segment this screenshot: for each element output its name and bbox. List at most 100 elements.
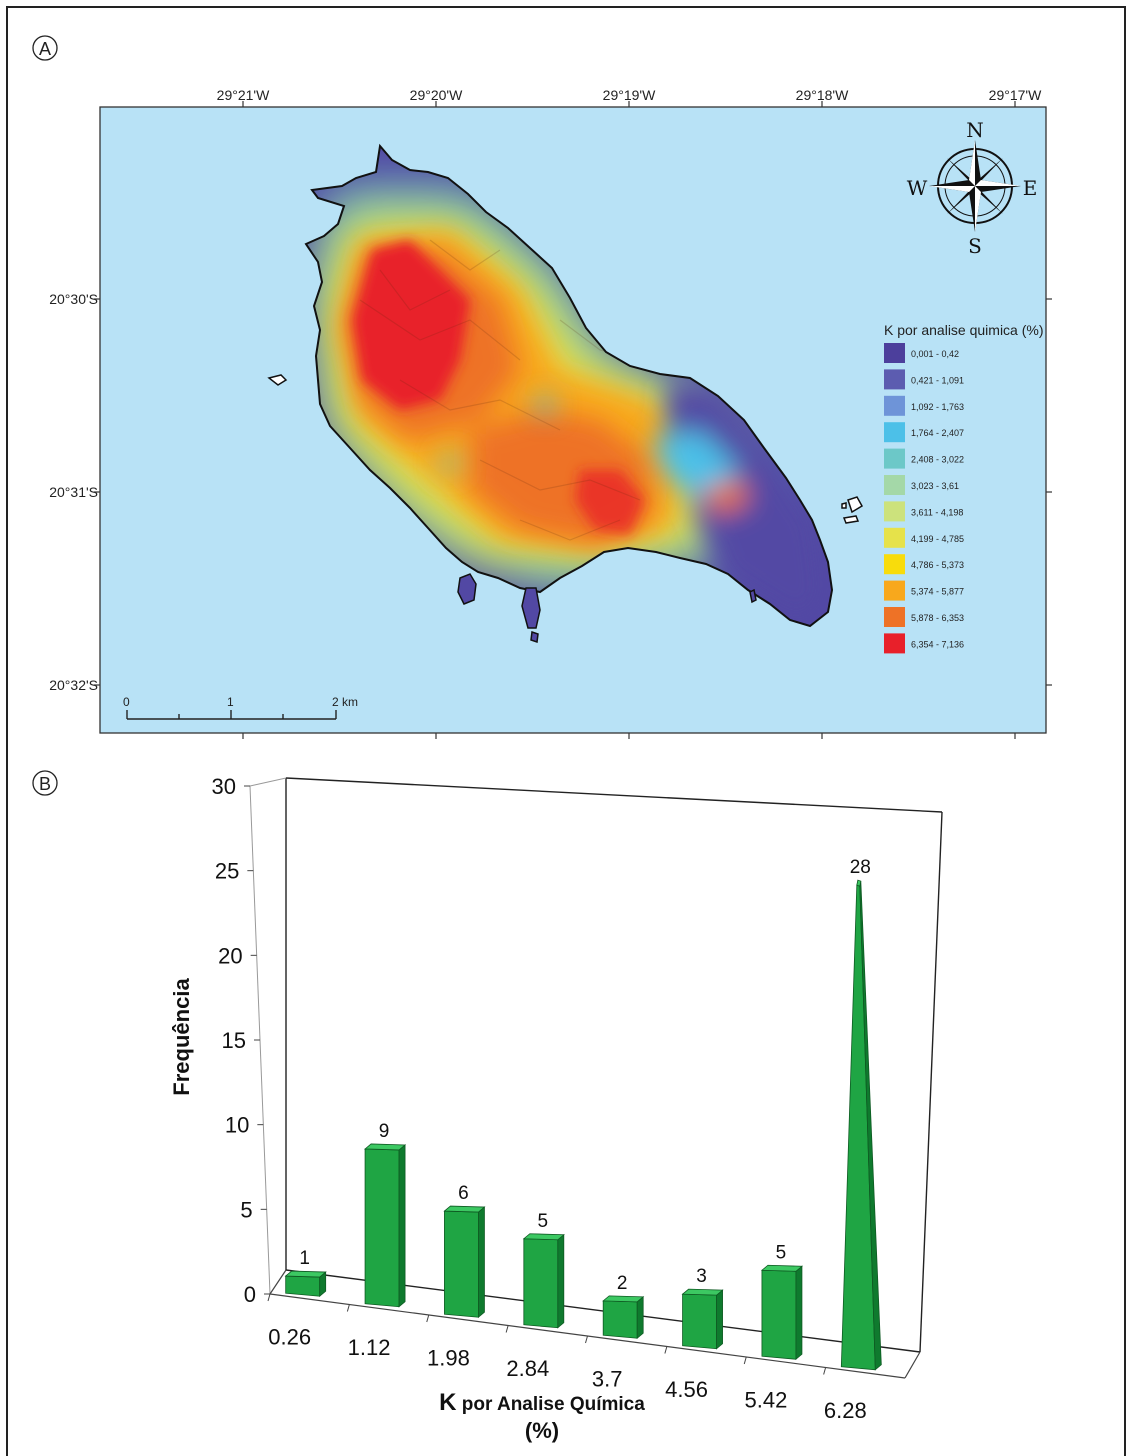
legend-item-label: 3,611 - 4,198: [911, 507, 963, 517]
bar-top: [363, 1143, 407, 1151]
bar-value-label: 5: [776, 1242, 787, 1263]
x-tick-label: 4.56: [665, 1377, 708, 1402]
x-tick: [823, 1367, 827, 1375]
legend-item-label: 2,408 - 3,022: [911, 455, 964, 465]
figure-frame: [6, 6, 1126, 1456]
y-axis-title: Frequência: [169, 978, 194, 1096]
bar-value-label: 28: [850, 857, 871, 878]
lat-tick-label: 20°32'S: [49, 677, 98, 693]
y-tick-label: 5: [240, 1197, 252, 1222]
compass-rose-icon: [929, 140, 1021, 232]
map-border: [99, 106, 1047, 734]
legend-swatch: [884, 369, 905, 390]
panel-a: A 29°21'W 29°20'W 29°19'W 29°18'W 29°17'…: [32, 35, 1052, 739]
y-tick-label: 10: [225, 1113, 249, 1138]
x-axis-title-k: K: [439, 1389, 457, 1416]
panel-b-label: B: [39, 774, 51, 794]
bar-value-labels: 1 9 6 5 2 3 5 28: [299, 857, 870, 1294]
x-tick: [267, 1293, 271, 1302]
bar: [364, 1148, 400, 1308]
legend-swatch: [884, 554, 905, 575]
bar-top: [681, 1288, 724, 1296]
legend-swatch: [884, 395, 905, 416]
panel-a-label: A: [39, 39, 51, 59]
x-tick-label: 3.7: [592, 1366, 623, 1391]
bar: [444, 1210, 479, 1318]
legend-swatch: [884, 343, 905, 363]
x-tick-label: 1.98: [427, 1345, 470, 1370]
x-axis-title: K por Analise Química: [439, 1389, 645, 1416]
bar-value-label: 1: [299, 1248, 310, 1269]
x-tick: [505, 1325, 509, 1333]
x-axis: 0.26 1.12 1.98 2.84 3.7 4.56 5.42 6.28: [267, 1293, 867, 1423]
islets: [267, 374, 864, 644]
bar-value-label: 2: [617, 1273, 628, 1294]
legend-swatch: [884, 422, 905, 443]
compass-n: N: [966, 118, 984, 142]
lon-tick-labels: 29°21'W 29°20'W 29°19'W 29°18'W 29°17'W: [217, 87, 1042, 103]
legend-swatch: [884, 527, 905, 548]
legend-swatch: [884, 580, 905, 601]
scale-bar-labels: 0 1 2 km: [123, 695, 358, 709]
x-tick-label: 2.84: [506, 1356, 549, 1381]
lon-tick-label: 29°20'W: [410, 87, 463, 103]
x-axis-title-unit: (%): [525, 1418, 559, 1443]
scale-label: 1: [227, 695, 234, 709]
y-tick-label: 30: [212, 774, 236, 799]
legend-item-label: 1,764 - 2,407: [911, 428, 964, 438]
scale-label: 2 km: [332, 695, 358, 709]
bar: [761, 1269, 797, 1360]
bar-top: [284, 1270, 327, 1278]
map: N S E W K por analise quimica (%) 0,001 …: [100, 107, 1046, 733]
bar-top: [522, 1233, 565, 1241]
bar-side: [795, 1265, 803, 1361]
bar-top: [760, 1264, 804, 1272]
bar-top: [602, 1295, 645, 1303]
lon-tick-label: 29°17'W: [989, 87, 1042, 103]
y-tick-label: 20: [218, 943, 242, 968]
bar-top: [856, 879, 862, 887]
compass-e: E: [1023, 176, 1038, 200]
legend-item-label: 1,092 - 1,763: [911, 402, 964, 412]
x-tick-label: 1.12: [348, 1335, 391, 1360]
y-tick-label: 15: [222, 1028, 246, 1053]
bar-side: [478, 1206, 485, 1319]
lon-tick-label: 29°19'W: [603, 87, 656, 103]
scale-bar: [126, 710, 337, 720]
bar: [523, 1238, 559, 1329]
x-tick: [743, 1356, 747, 1365]
compass-s: S: [968, 234, 982, 258]
x-tick: [346, 1304, 350, 1312]
y-axis: 0 5 10 15 20 25 30: [212, 774, 270, 1307]
bar: [285, 1275, 321, 1297]
bar-top: [443, 1205, 486, 1213]
legend-swatch: [884, 607, 905, 627]
legend-item-label: 3,023 - 3,61: [911, 481, 959, 491]
bar-value-label: 5: [538, 1211, 549, 1232]
legend-item-label: 0,421 - 1,091: [911, 375, 964, 385]
legend-item-label: 5,878 - 6,353: [911, 613, 964, 623]
x-tick-label: 6.28: [824, 1398, 867, 1423]
compass-labels: N S E W: [907, 118, 1038, 258]
chart-left-wall: [249, 777, 287, 1295]
legend-swatch: [884, 448, 905, 469]
legend-item-label: 6,354 - 7,136: [911, 639, 964, 649]
island-outline: [304, 143, 834, 628]
bar: [602, 1300, 638, 1339]
legend-title: K por analise quimica (%): [884, 322, 1044, 338]
bar-side: [557, 1233, 565, 1329]
bar-side: [716, 1289, 723, 1350]
lat-tick-label: 20°31'S: [49, 484, 98, 500]
bar-value-label: 3: [696, 1266, 707, 1287]
legend-item-label: 4,786 - 5,373: [911, 560, 964, 570]
bar-value-label: 9: [379, 1121, 390, 1142]
legend-swatch: [884, 475, 905, 495]
legend-swatch: [884, 633, 905, 654]
bar-side: [398, 1144, 406, 1308]
bar-value-label: 6: [458, 1183, 469, 1204]
map-graticule-ticks: [94, 101, 1052, 739]
lat-tick-labels: 20°30'S 20°31'S 20°32'S: [49, 291, 98, 693]
map-legend: K por analise quimica (%) 0,001 - 0,42 0,…: [884, 322, 1044, 654]
